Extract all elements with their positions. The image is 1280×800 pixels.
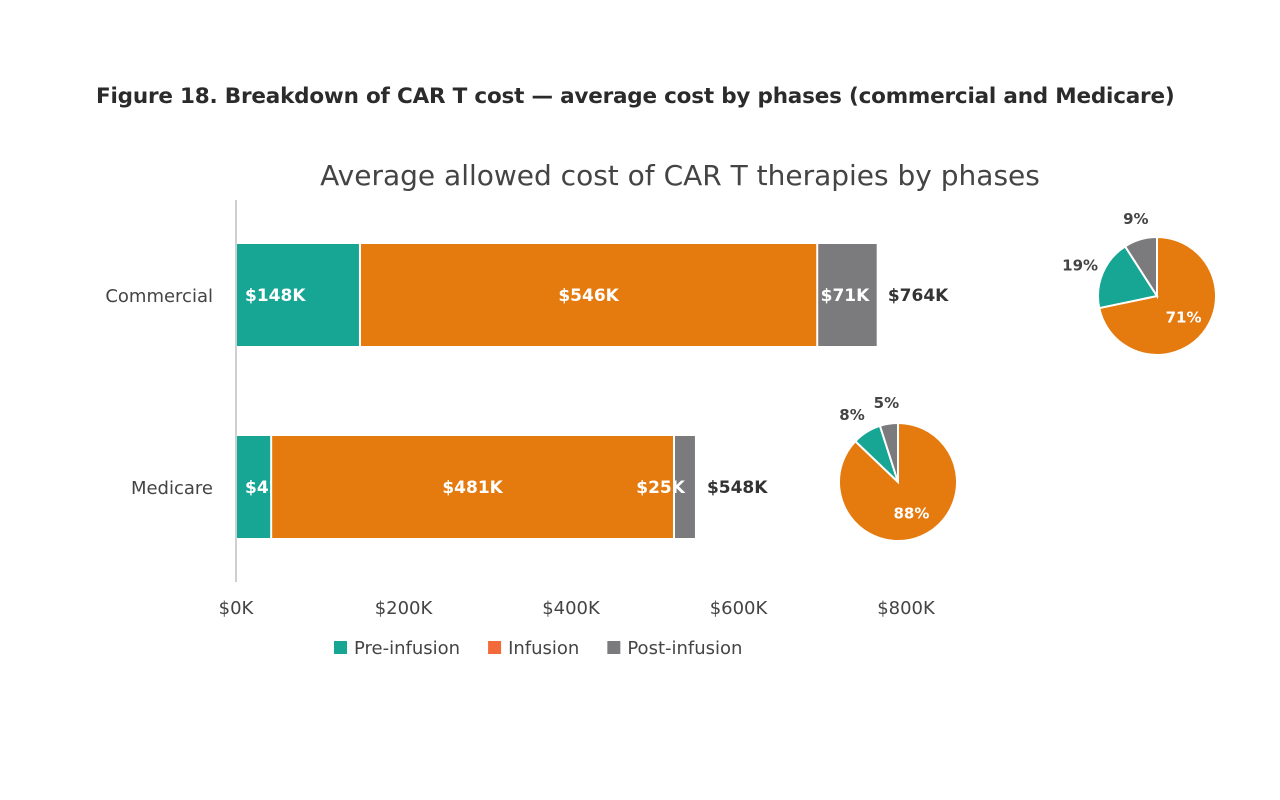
x-tick-label: $200K <box>375 598 434 619</box>
figure-caption: Figure 18. Breakdown of CAR T cost — ave… <box>96 84 1175 109</box>
bar-infusion-commercial <box>359 244 818 346</box>
axis-layer: Commercial Medicare $0K $200K $400K $600K $800… <box>105 200 936 619</box>
pie-slice-post-infusion <box>878 421 899 483</box>
bar-value-label: $71K <box>821 286 870 306</box>
legend-swatch-infusion <box>488 641 502 654</box>
pie-slice-pre-infusion <box>1097 244 1159 310</box>
pie-label: 9% <box>1123 210 1148 228</box>
bar-total-label: $764K <box>888 286 949 306</box>
bar-pre-infusion-medicare <box>236 436 272 538</box>
legend-swatch-pre-infusion <box>334 641 347 654</box>
pie-label: 88% <box>894 504 930 522</box>
bar-infusion-medicare <box>271 436 675 538</box>
legend-label-infusion: Infusion <box>508 638 579 659</box>
bar-value-label: $148K <box>245 286 306 306</box>
pie-label: 19% <box>1062 256 1098 274</box>
pie-label: 5% <box>874 394 899 412</box>
legend-swatch-post-infusion <box>607 641 621 654</box>
bar-value-label: $25K <box>636 478 685 498</box>
pies-layer: 71% 19% 9% 88% 8% 5% <box>838 210 1217 542</box>
pie-slice-post-infusion <box>1123 235 1158 300</box>
x-tick-label: $800K <box>877 598 936 619</box>
bar-pre-infusion-commercial <box>236 244 360 346</box>
legend-label-post-infusion: Post-infusion <box>627 638 742 659</box>
legend-label-pre-infusion: Pre-infusion <box>354 638 460 659</box>
pie-label: 8% <box>839 406 864 424</box>
chart-title: Average allowed cost of CAR T therapies … <box>320 159 1040 192</box>
bar-post-infusion-medicare <box>674 436 695 538</box>
category-label-commercial: Commercial <box>105 286 213 307</box>
category-label-medicare: Medicare <box>131 478 213 499</box>
x-tick-label: $600K <box>710 598 769 619</box>
x-tick-label: $0K <box>219 598 255 619</box>
bar-post-infusion-commercial <box>817 244 877 346</box>
x-tick-label: $400K <box>542 598 601 619</box>
bar-value-label: $546K <box>558 286 619 306</box>
legend-layer: Pre-infusion Infusion Post-infusion <box>334 638 742 659</box>
bar-value-label: $481K <box>442 478 503 498</box>
pie-label: 71% <box>1166 309 1202 327</box>
bars-layer: $148K $546K $71K $764K$42K $481K $25K $548K <box>236 244 949 538</box>
bar-total-label: $548K <box>707 478 768 498</box>
